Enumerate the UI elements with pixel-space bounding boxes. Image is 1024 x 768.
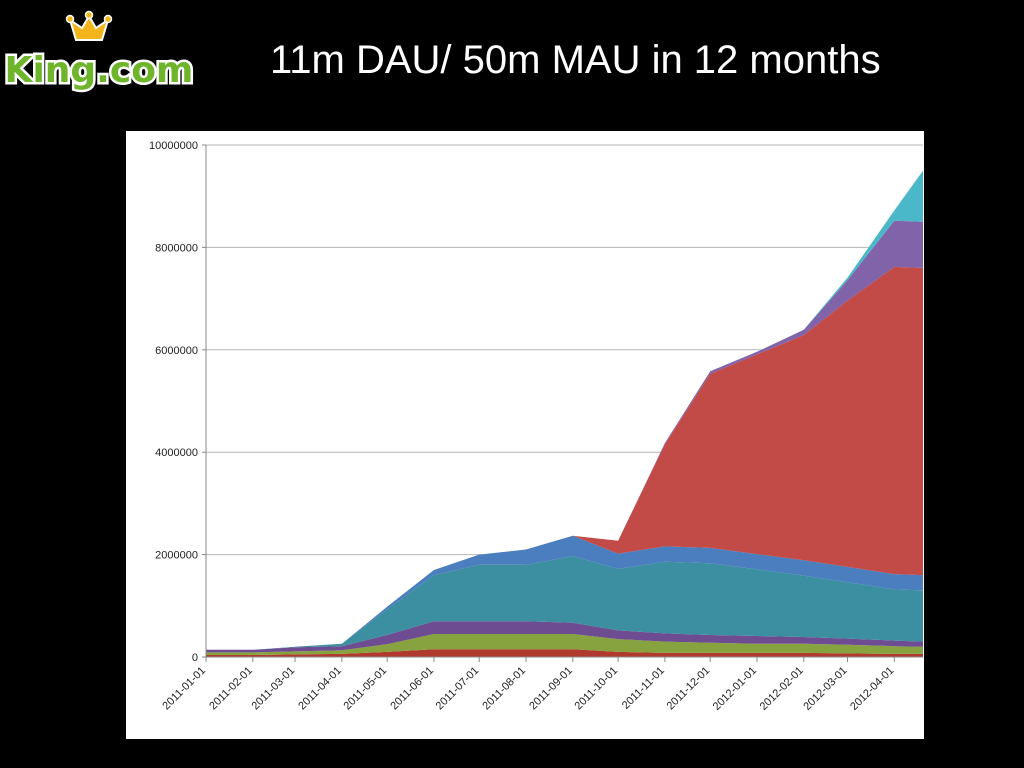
y-tick-label: 4000000 [155, 447, 198, 459]
x-tick-label: 2011-06-01 [388, 665, 436, 713]
y-tick-label: 0 [192, 652, 198, 664]
x-tick-label: 2012-01-01 [711, 665, 759, 713]
y-tick-label: 10000000 [149, 140, 198, 152]
x-tick-label: 2011-07-01 [434, 665, 482, 713]
y-tick-label: 6000000 [155, 345, 198, 357]
x-tick-label: 2011-08-01 [480, 665, 528, 713]
x-tick-label: 2011-10-01 [573, 665, 621, 713]
x-tick-label: 2011-01-01 [160, 665, 208, 713]
x-tick-label: 2011-05-01 [342, 665, 390, 713]
x-tick-label: 2011-02-01 [207, 665, 255, 713]
x-tick-label: 2011-12-01 [665, 665, 713, 713]
slide-title: 11m DAU/ 50m MAU in 12 months [270, 38, 881, 82]
king-logo: King.com [4, 10, 194, 94]
stacked-area-chart: 0 2000000 4000000 6000000 8000000 10000000 20… [149, 140, 923, 713]
x-tick-label: 2011-09-01 [527, 665, 575, 713]
area-series-3 [206, 621, 923, 653]
area-series-1 [206, 649, 923, 657]
x-tick-label: 2012-02-01 [758, 665, 806, 713]
area-series-6 [206, 266, 923, 650]
x-tick-label: 2011-11-01 [620, 665, 667, 712]
x-tick-label: 2012-03-01 [801, 665, 849, 713]
x-tick-label: 2011-03-01 [249, 665, 297, 713]
x-tick-label: 2011-04-01 [296, 665, 344, 713]
y-tick-label: 2000000 [155, 550, 198, 562]
area-series-2 [206, 634, 923, 655]
logo-wordmark: King.com [5, 50, 194, 91]
area-series-group [206, 170, 923, 657]
y-tick-labels: 0 2000000 4000000 6000000 8000000 10000000 [149, 140, 198, 664]
chart-panel: 0 2000000 4000000 6000000 8000000 10000000 20… [126, 131, 924, 739]
x-tick-label: 2012-04-01 [848, 665, 896, 713]
crown-icon [65, 10, 113, 41]
y-tick-label: 8000000 [155, 242, 198, 254]
area-series-4 [206, 556, 923, 650]
area-series-5 [206, 535, 923, 650]
